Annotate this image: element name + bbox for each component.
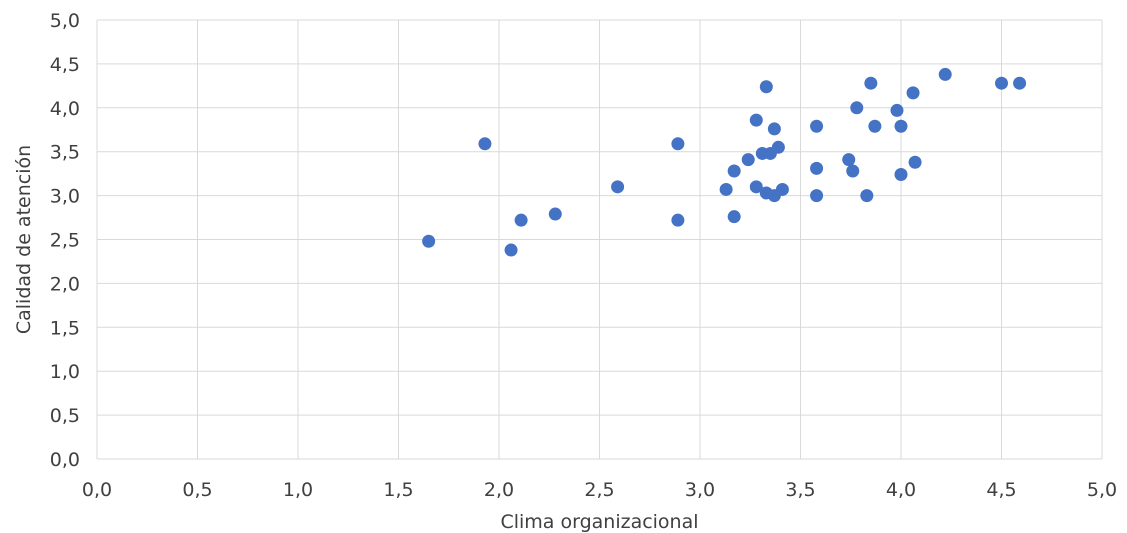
- x-tick-label: 5,0: [1087, 479, 1117, 501]
- x-tick-label: 3,0: [685, 479, 715, 501]
- x-tick-label: 3,5: [785, 479, 815, 501]
- data-point: [860, 189, 874, 203]
- data-point: [749, 180, 763, 194]
- y-axis-ticks: 0,0 0,5 1,0 1,5 2,0 2,5 3,0 3,5 4,0 4,5 5,0: [50, 10, 80, 471]
- data-point: [671, 213, 685, 227]
- data-point: [850, 101, 864, 115]
- data-point: [890, 103, 904, 117]
- data-point: [894, 119, 908, 133]
- data-point: [775, 182, 789, 196]
- x-tick-label: 0,0: [82, 479, 112, 501]
- y-tick-label: 0,0: [50, 449, 80, 471]
- y-tick-label: 4,5: [50, 54, 80, 76]
- y-tick-label: 0,5: [50, 405, 80, 427]
- y-tick-label: 5,0: [50, 10, 80, 32]
- y-tick-label: 1,5: [50, 317, 80, 339]
- data-point: [1013, 76, 1027, 90]
- data-point: [846, 164, 860, 178]
- data-point: [671, 137, 685, 151]
- x-tick-label: 4,0: [886, 479, 916, 501]
- data-point: [422, 234, 436, 248]
- data-point: [514, 213, 528, 227]
- y-tick-label: 4,0: [50, 98, 80, 120]
- data-point: [906, 86, 920, 100]
- y-tick-label: 2,5: [50, 230, 80, 252]
- y-tick-label: 2,0: [50, 273, 80, 295]
- data-point: [908, 155, 922, 169]
- x-tick-label: 1,5: [383, 479, 413, 501]
- data-point: [727, 210, 741, 224]
- data-point: [611, 180, 625, 194]
- x-tick-label: 1,0: [283, 479, 313, 501]
- data-points: [422, 67, 1027, 257]
- data-point: [741, 153, 755, 167]
- x-axis-title: Clima organizacional: [500, 511, 698, 533]
- data-point: [548, 207, 562, 221]
- data-point: [810, 161, 824, 175]
- data-point: [842, 153, 856, 167]
- data-point: [938, 67, 952, 81]
- x-tick-label: 2,5: [584, 479, 614, 501]
- data-point: [759, 80, 773, 94]
- y-axis-title: Calidad de atención: [13, 145, 35, 334]
- data-point: [504, 243, 518, 257]
- data-point: [995, 76, 1008, 90]
- data-point: [749, 113, 763, 127]
- x-tick-label: 4,5: [986, 479, 1016, 501]
- data-point: [727, 164, 741, 178]
- data-point: [767, 122, 781, 136]
- data-point: [864, 76, 878, 90]
- y-tick-label: 1,0: [50, 361, 80, 383]
- data-point: [810, 119, 824, 133]
- data-point: [478, 137, 492, 151]
- y-tick-label: 3,5: [50, 142, 80, 164]
- data-point: [894, 168, 908, 182]
- x-axis-ticks: 0,0 0,5 1,0 1,5 2,0 2,5 3,0 3,5 4,0 4,5 5,0: [82, 479, 1117, 501]
- chart-grid: [96, 19, 1103, 460]
- data-point: [868, 119, 882, 133]
- data-point: [719, 182, 733, 196]
- y-tick-label: 3,0: [50, 186, 80, 208]
- data-point: [810, 189, 824, 203]
- data-point: [771, 140, 785, 154]
- x-tick-label: 0,5: [182, 479, 212, 501]
- x-tick-label: 2,0: [484, 479, 514, 501]
